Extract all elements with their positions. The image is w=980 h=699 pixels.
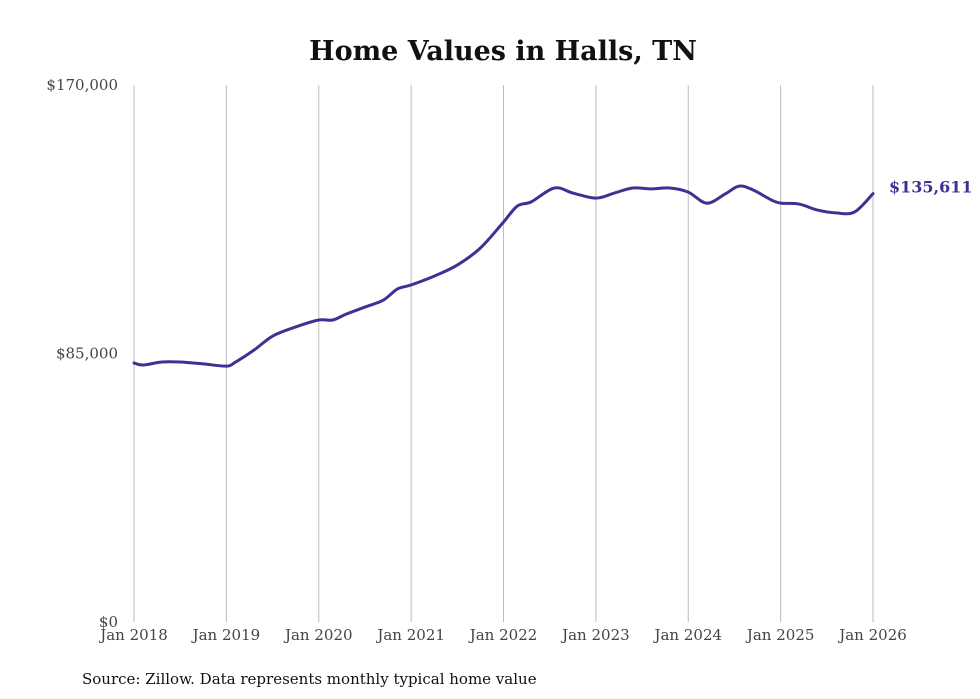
end-value-label: $135,611 [889,178,973,197]
chart-title: Home Values in Halls, TN [309,36,697,67]
source-note: Source: Zillow. Data represents monthly … [82,670,537,688]
x-tick-label: Jan 2018 [98,626,168,644]
x-tick-label: Jan 2019 [191,626,261,644]
series-line [132,184,875,368]
x-tick-label: Jan 2021 [375,626,445,644]
x-tick-label: Jan 2022 [468,626,538,644]
y-tick-label: $0 [99,613,118,631]
x-tick-label: Jan 2020 [283,626,353,644]
x-tick-label: Jan 2024 [652,626,722,644]
x-tick-label: Jan 2026 [837,626,907,644]
y-tick-label: $85,000 [56,345,118,363]
x-tick-label: Jan 2025 [745,626,815,644]
x-tick-label: Jan 2023 [560,626,630,644]
y-tick-label: $170,000 [46,76,118,94]
